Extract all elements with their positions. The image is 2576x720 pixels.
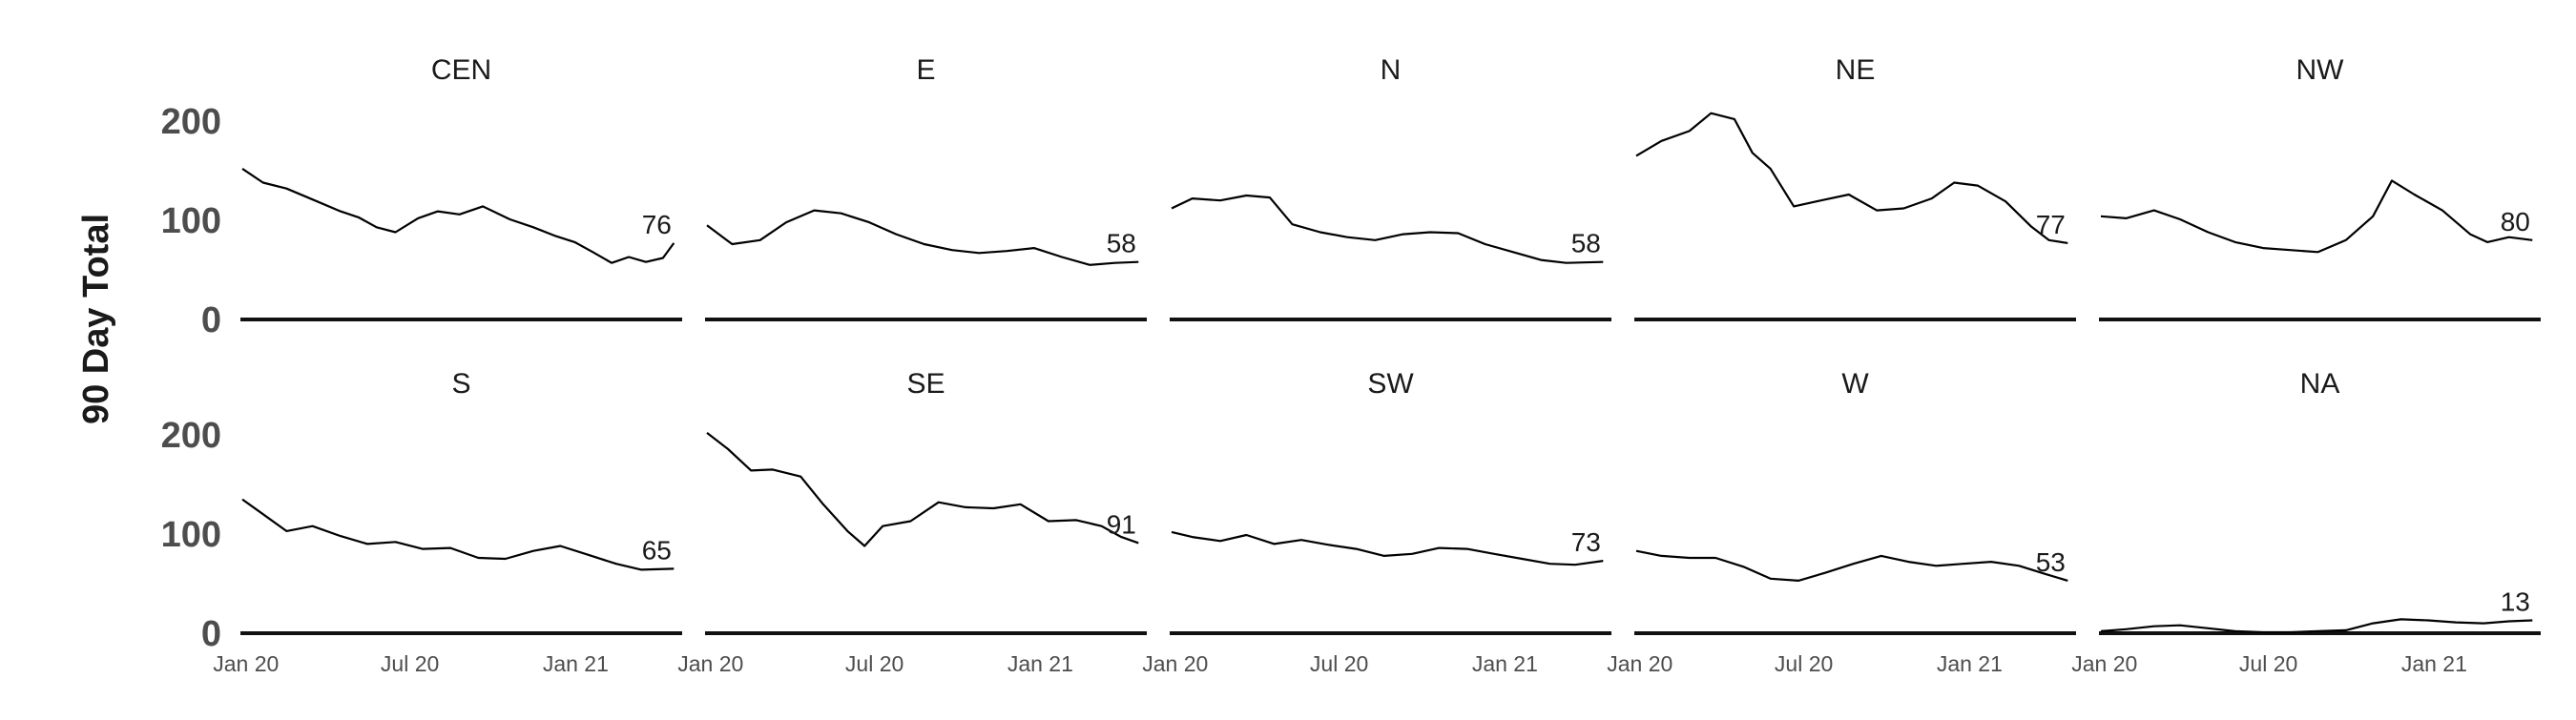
panel-title: S xyxy=(451,368,470,400)
series-line xyxy=(1635,112,2068,244)
x-tick-label: Jan 21 xyxy=(1472,651,1538,676)
y-tick-label: 200 xyxy=(161,416,221,456)
series-line xyxy=(241,167,675,264)
series-line xyxy=(1171,530,1604,566)
y-tick-label: 0 xyxy=(201,300,221,340)
y-tick-label: 200 xyxy=(161,102,221,142)
x-tick-label: Jul 20 xyxy=(1310,651,1368,676)
series-line xyxy=(2100,618,2533,634)
end-value-label: 53 xyxy=(2036,547,2066,577)
y-tick-label: 0 xyxy=(201,614,221,654)
end-value-label: 76 xyxy=(642,210,672,239)
end-value-label: 58 xyxy=(1571,229,1601,258)
x-tick-label: Jul 20 xyxy=(2239,651,2297,676)
end-value-label: 73 xyxy=(1571,527,1601,557)
panel-title: CEN xyxy=(431,54,491,86)
series-line xyxy=(706,209,1139,266)
x-tick-label: Jan 20 xyxy=(1142,651,1208,676)
series-line xyxy=(1171,194,1604,264)
panel-title: NA xyxy=(2300,368,2340,400)
x-tick-label: Jan 21 xyxy=(543,651,609,676)
end-value-label: 58 xyxy=(1107,229,1136,258)
series-line xyxy=(2100,179,2533,254)
panel-title: SW xyxy=(1367,368,1414,400)
x-tick-label: Jul 20 xyxy=(1775,651,1833,676)
series-line xyxy=(706,432,1139,547)
x-tick-label: Jan 21 xyxy=(1008,651,1073,676)
x-tick-label: Jul 20 xyxy=(845,651,904,676)
panel-title: E xyxy=(916,54,935,86)
end-value-label: 13 xyxy=(2501,586,2530,616)
y-axis-title: 90 Day Total xyxy=(76,214,116,424)
end-value-label: 80 xyxy=(2501,207,2530,237)
x-tick-label: Jan 21 xyxy=(2401,651,2467,676)
x-tick-label: Jan 20 xyxy=(1607,651,1672,676)
series-line xyxy=(1635,549,2068,583)
y-tick-label: 100 xyxy=(161,515,221,555)
x-tick-label: Jan 20 xyxy=(213,651,279,676)
x-tick-label: Jul 20 xyxy=(381,651,439,676)
y-tick-label: 100 xyxy=(161,201,221,241)
x-tick-label: Jan 20 xyxy=(2071,651,2137,676)
panel-title: W xyxy=(1841,368,1869,400)
series-line xyxy=(241,498,675,571)
x-tick-label: Jan 20 xyxy=(677,651,743,676)
panel-title: N xyxy=(1381,54,1402,86)
panel-title: SE xyxy=(906,368,945,400)
panel-title: NW xyxy=(2296,54,2345,86)
end-value-label: 65 xyxy=(642,535,672,565)
panel-title: NE xyxy=(1836,54,1876,86)
x-tick-label: Jan 21 xyxy=(1937,651,2003,676)
end-value-label: 91 xyxy=(1107,509,1136,539)
end-value-label: 77 xyxy=(2036,210,2066,239)
